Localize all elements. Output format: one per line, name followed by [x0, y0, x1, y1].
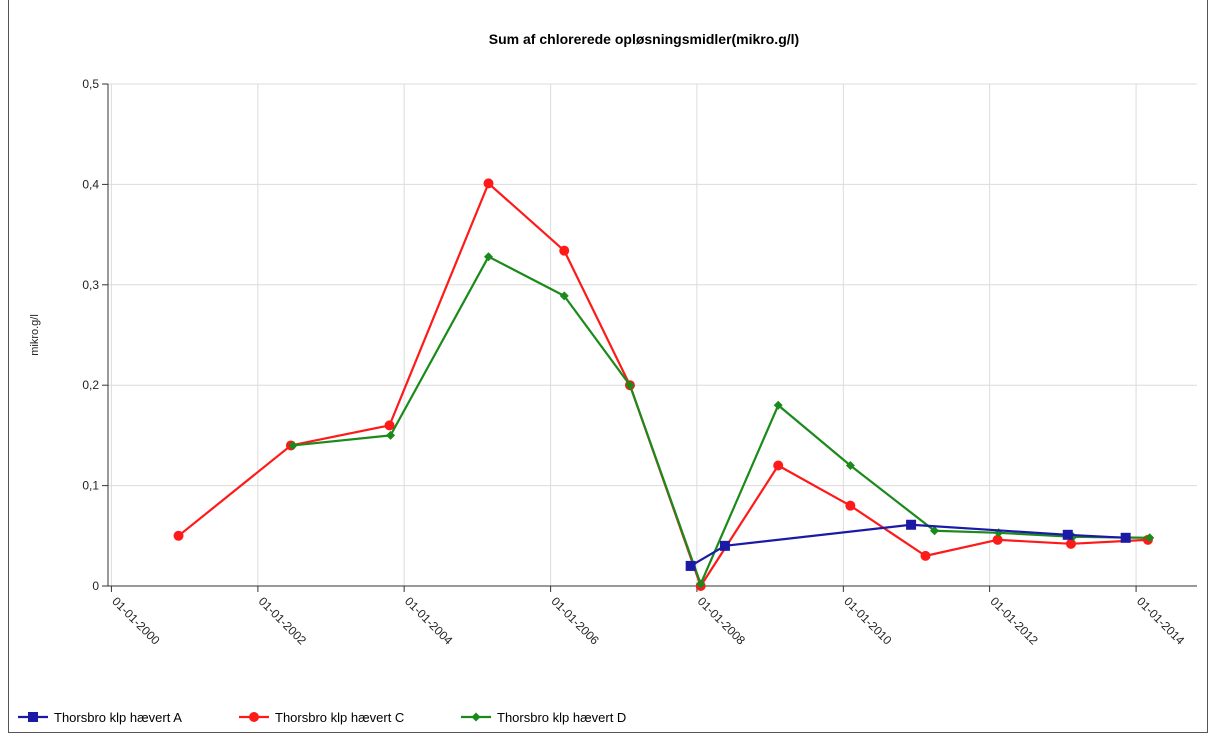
data-point-diamond	[696, 579, 706, 589]
x-tick-label: 01-01-2004	[402, 594, 456, 648]
data-point-circle	[483, 178, 494, 189]
y-tick-label: 0,3	[82, 278, 99, 292]
series-layer	[173, 178, 1155, 591]
y-tick-label: 0	[92, 579, 99, 593]
legend-item: Thorsbro klp hævert D	[461, 710, 626, 725]
data-point-circle	[773, 460, 784, 471]
legend-label: Thorsbro klp hævert D	[497, 710, 626, 725]
y-axis-label: mikro.g/l	[29, 314, 41, 356]
data-point-circle	[992, 534, 1003, 545]
data-point-diamond	[483, 252, 493, 262]
legend-item: Thorsbro klp hævert C	[239, 710, 404, 725]
legend-swatch-marker	[28, 712, 38, 722]
data-point-circle	[845, 500, 856, 511]
data-point-square	[719, 540, 730, 551]
x-tick-label: 01-01-2014	[1134, 594, 1188, 648]
grid-lines	[108, 83, 1197, 586]
axes	[102, 83, 1197, 592]
x-tick-label: 01-01-2006	[548, 594, 602, 648]
data-point-square	[1062, 529, 1073, 540]
data-point-circle	[173, 530, 184, 541]
data-point-diamond	[625, 380, 635, 390]
legend-label: Thorsbro klp hævert C	[275, 710, 404, 725]
legend-label: Thorsbro klp hævert A	[54, 710, 182, 725]
data-point-square	[685, 560, 696, 571]
data-point-circle	[920, 550, 931, 561]
data-point-diamond	[559, 291, 569, 301]
data-point-diamond	[288, 440, 298, 450]
x-tick-label: 01-01-2008	[695, 594, 749, 648]
data-point-diamond	[845, 461, 855, 471]
legend-swatch-marker	[249, 712, 259, 722]
legend: Thorsbro klp hævert A Thorsbro klp hævert…	[18, 710, 626, 725]
legend-swatch-marker	[471, 712, 481, 722]
x-tick-label: 01-01-2012	[987, 594, 1041, 648]
x-tick-labels: 01-01-2000 01-01-2002 01-01-2004 01-01-2006…	[109, 594, 1187, 648]
data-point-diamond	[1145, 533, 1155, 543]
data-point-circle	[1065, 538, 1076, 549]
data-point-circle	[559, 245, 570, 256]
data-point-square	[1120, 532, 1131, 543]
series-d	[288, 252, 1155, 589]
series-a	[685, 519, 1131, 571]
series-line	[292, 255, 1150, 586]
series-line	[177, 182, 1148, 588]
chart-title: Sum af chlorerede opløsningsmidler(mikro…	[489, 31, 799, 47]
data-point-diamond	[773, 400, 783, 410]
y-tick-label: 0,4	[82, 177, 99, 191]
x-tick-label: 01-01-2000	[109, 594, 163, 648]
y-tick-label: 0,1	[82, 479, 99, 493]
y-tick-label: 0,5	[82, 77, 99, 91]
legend-item: Thorsbro klp hævert A	[18, 710, 182, 725]
series-c	[173, 178, 1153, 591]
data-point-circle	[384, 420, 395, 431]
x-tick-label: 01-01-2010	[841, 594, 895, 648]
chart-frame	[8, 0, 1208, 733]
y-tick-label: 0,2	[82, 378, 99, 392]
data-point-diamond	[930, 526, 940, 536]
x-tick-label: 01-01-2002	[256, 594, 310, 648]
y-tick-labels: 0 0,1 0,2 0,3 0,4 0,5	[82, 77, 99, 593]
data-point-diamond	[386, 430, 396, 440]
data-point-square	[906, 519, 917, 530]
